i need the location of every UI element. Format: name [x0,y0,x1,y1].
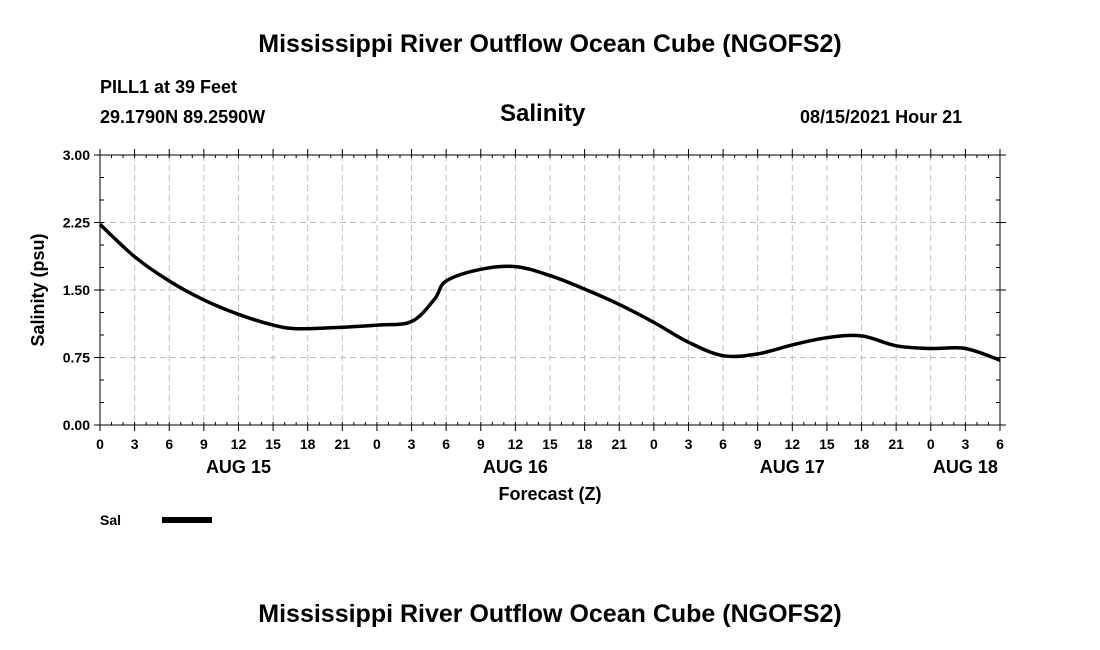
x-tick-label: 0 [650,436,658,452]
x-tick-label: 6 [442,436,450,452]
x-tick-label: 21 [335,436,351,452]
forecast-datetime: 08/15/2021 Hour 21 [800,107,963,127]
station-label: PILL1 at 39 Feet [100,77,238,97]
x-tick-label: 3 [961,436,969,452]
x-tick-label: 0 [373,436,381,452]
x-tick-label: 12 [785,436,801,452]
x-tick-label: 15 [819,436,835,452]
x-tick-label: 21 [888,436,904,452]
page-title-top: Mississippi River Outflow Ocean Cube (NG… [258,30,842,58]
x-tick-label: 18 [854,436,870,452]
x-tick-label: 12 [231,436,247,452]
tick-marks [94,149,1006,431]
x-axis-title: Forecast (Z) [498,484,601,504]
coordinates-label: 29.1790N 89.2590W [100,107,266,127]
grid-lines [100,155,1000,425]
x-tick-label: 0 [96,436,104,452]
legend: Sal [100,512,212,528]
x-tick-label: 9 [200,436,208,452]
x-tick-label: 6 [996,436,1004,452]
x-tick-label: 18 [300,436,316,452]
x-tick-label: 18 [577,436,593,452]
series-line-sal [98,223,1001,362]
x-tick-label: 15 [265,436,281,452]
date-label: AUG 16 [483,457,548,477]
page-title-bottom: Mississippi River Outflow Ocean Cube (NG… [258,600,842,628]
series-layer [98,223,1001,362]
date-label: AUG 15 [206,457,271,477]
x-tick-label: 6 [165,436,173,452]
x-tick-label: 9 [477,436,485,452]
x-tick-label: 21 [611,436,627,452]
variable-title: Salinity [500,100,586,127]
date-label: AUG 18 [933,457,998,477]
x-tick-label: 6 [719,436,727,452]
y-tick-label: 0.00 [63,417,90,433]
y-tick-label: 3.00 [63,147,90,163]
y-tick-label: 2.25 [63,215,90,231]
x-tick-label: 9 [754,436,762,452]
x-tick-label: 0 [927,436,935,452]
y-tick-label: 0.75 [63,350,90,366]
x-tick-label: 3 [408,436,416,452]
y-axis-title: Salinity (psu) [28,233,48,346]
y-tick-label: 1.50 [63,282,90,298]
date-label: AUG 17 [760,457,825,477]
x-tick-label: 3 [131,436,139,452]
legend-label: Sal [100,512,121,528]
x-tick-label: 3 [685,436,693,452]
x-tick-label: 12 [508,436,524,452]
axis-labels: 0.00 0.75 1.50 2.25 3.00 0 3 6 9 12 15 18 21 0 3 6 9 12 15… [28,147,1004,504]
x-tick-label: 15 [542,436,558,452]
